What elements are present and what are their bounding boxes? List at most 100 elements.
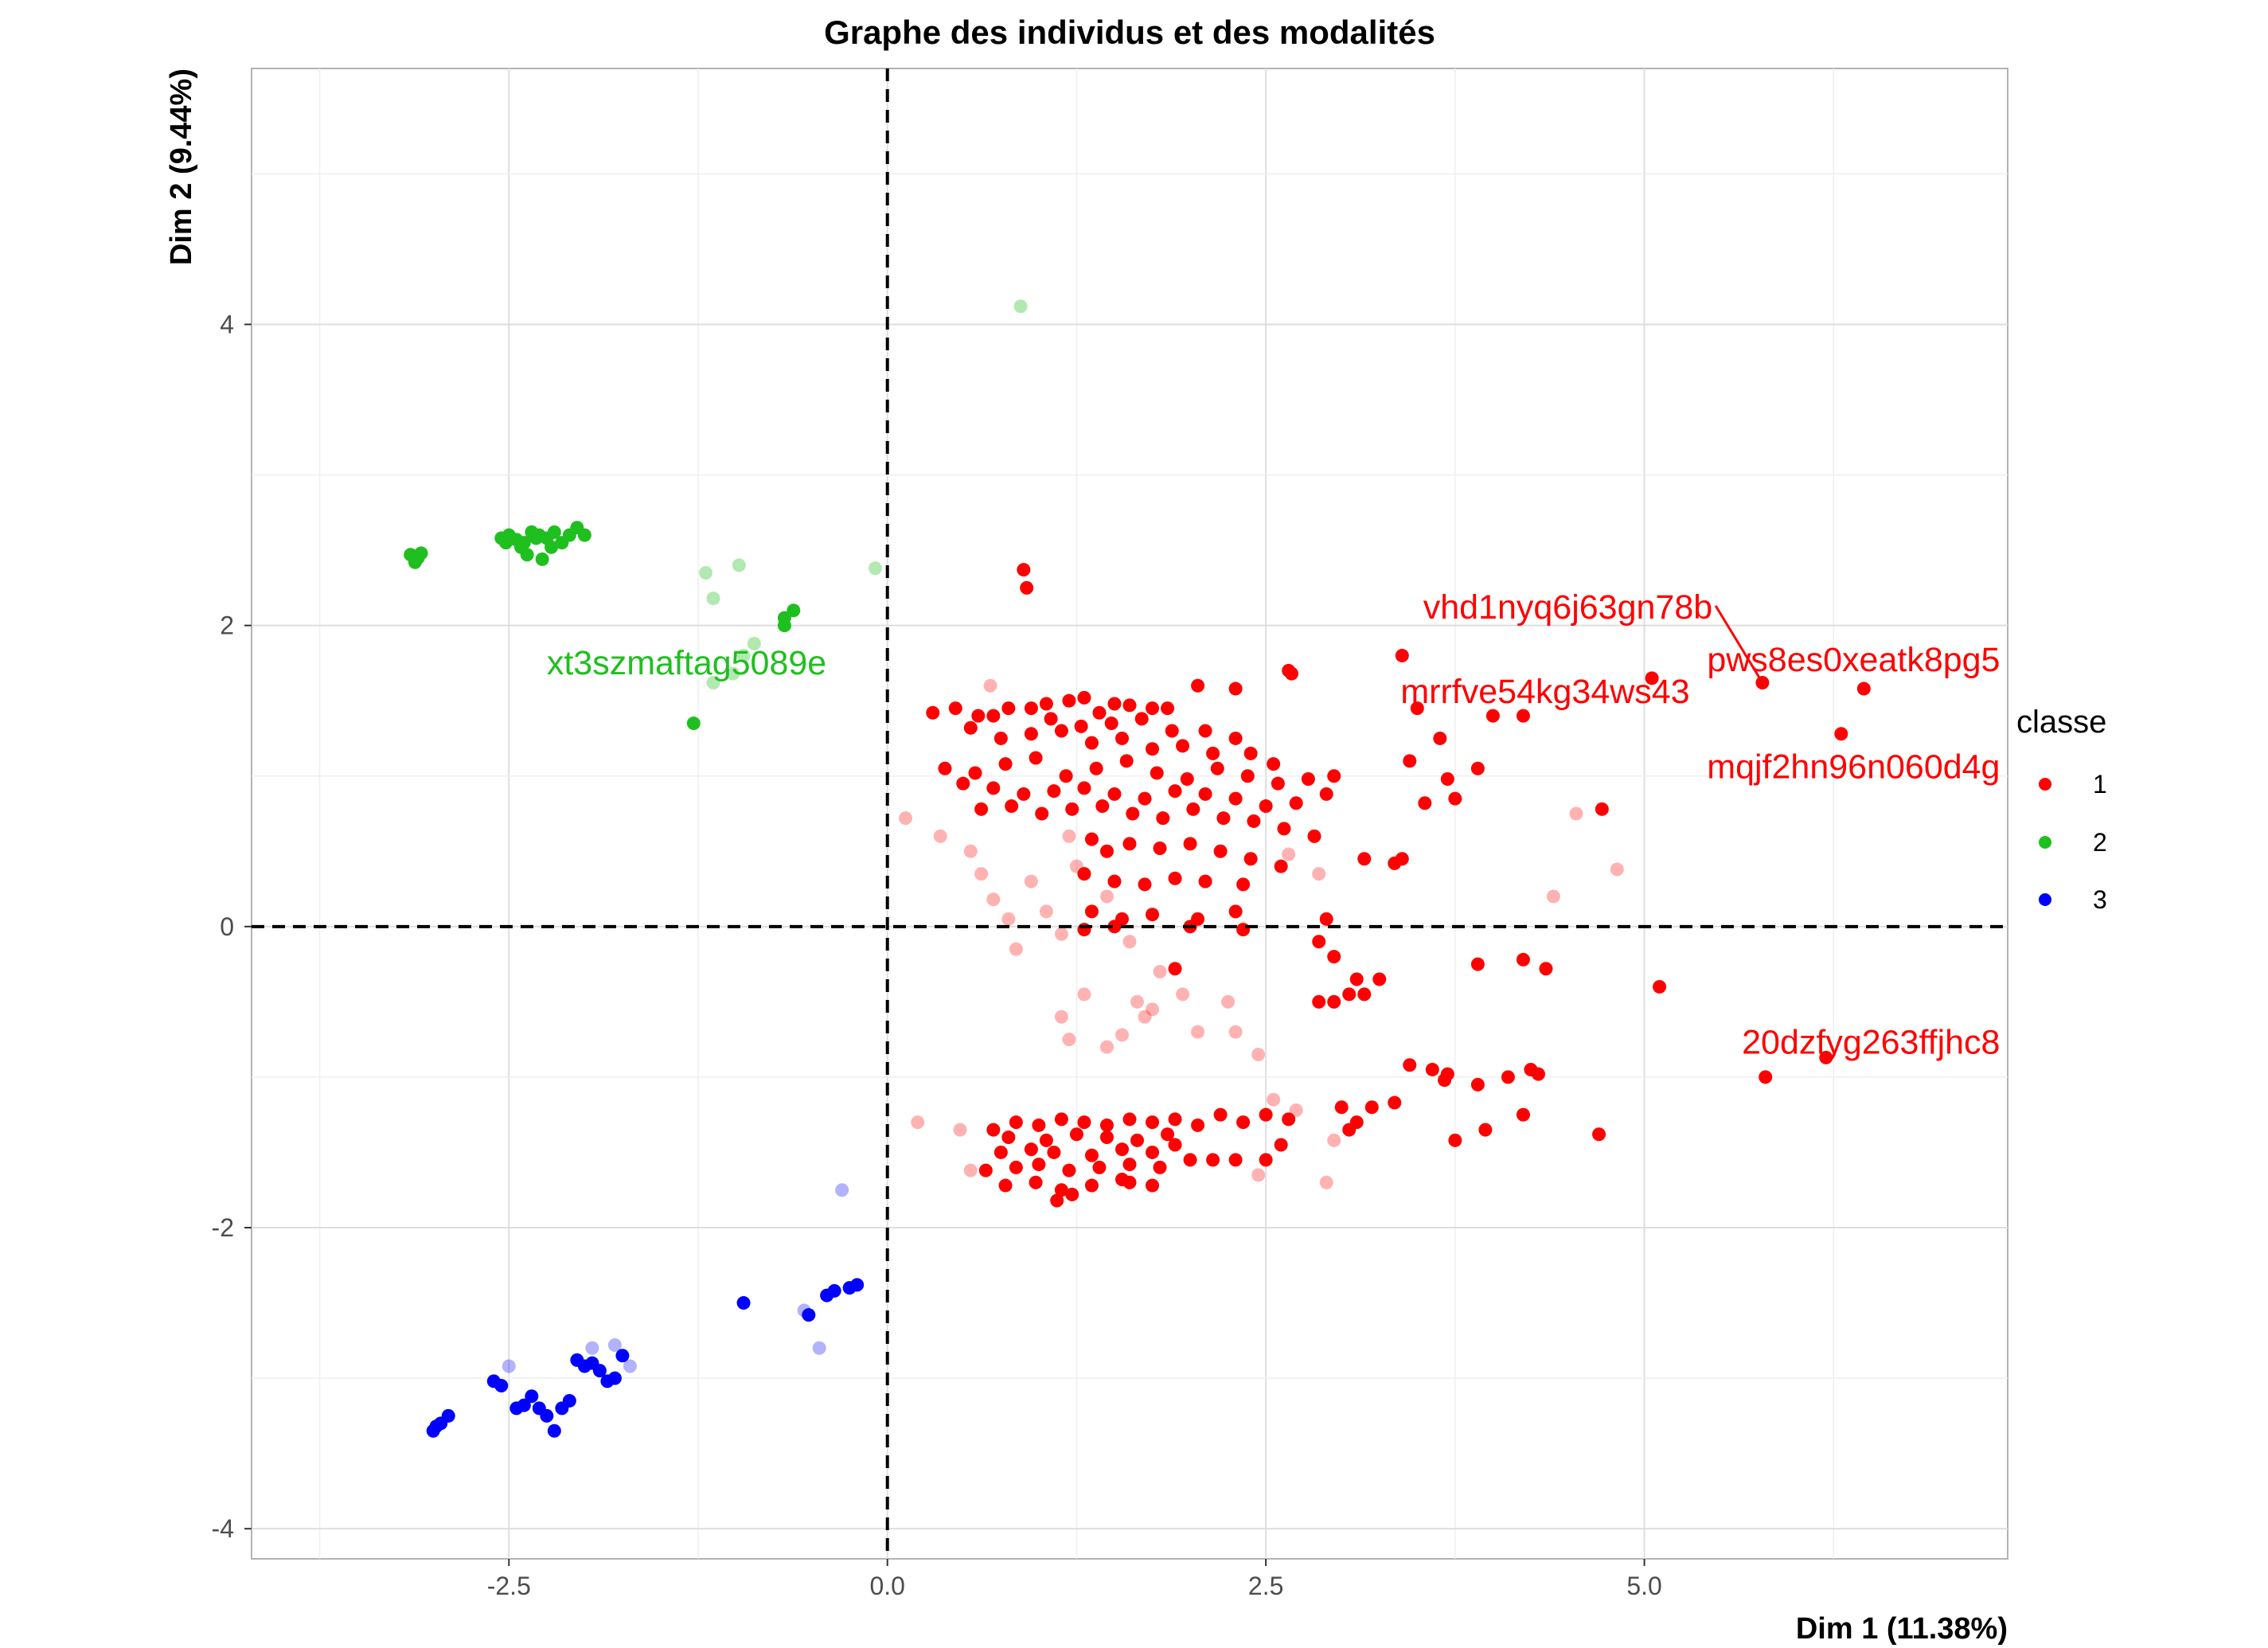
data-point-series-4 bbox=[1024, 874, 1038, 888]
data-point-series-1 bbox=[1054, 1112, 1068, 1127]
data-point-series-1 bbox=[1186, 802, 1200, 816]
data-point-series-1 bbox=[1153, 841, 1167, 855]
data-point-series-2 bbox=[577, 528, 591, 542]
data-point-series-1 bbox=[1077, 1115, 1091, 1130]
data-point-series-4 bbox=[1146, 1002, 1160, 1017]
data-point-series-1 bbox=[1327, 769, 1341, 783]
data-point-series-4 bbox=[1319, 1175, 1333, 1189]
data-point-series-1 bbox=[1357, 987, 1372, 1002]
legend-key-3 bbox=[2039, 893, 2051, 906]
data-point-series-4 bbox=[1546, 889, 1560, 904]
data-point-series-1 bbox=[1001, 701, 1016, 716]
data-point-series-1 bbox=[1327, 950, 1341, 964]
data-point-series-5 bbox=[1013, 299, 1028, 314]
data-point-series-1 bbox=[1059, 769, 1073, 783]
data-point-series-4 bbox=[1077, 987, 1091, 1002]
data-point-series-1 bbox=[978, 1163, 993, 1177]
data-point-series-1 bbox=[1539, 962, 1553, 976]
data-point-series-1 bbox=[1099, 1131, 1114, 1145]
data-point-series-1 bbox=[1277, 822, 1291, 836]
data-point-series-1 bbox=[1047, 784, 1061, 799]
data-point-series-1 bbox=[1395, 852, 1409, 866]
data-point-series-1 bbox=[1062, 1163, 1076, 1177]
x-tick-label: 2.5 bbox=[1248, 1572, 1283, 1600]
data-point-series-1 bbox=[1228, 1153, 1243, 1167]
data-point-series-1 bbox=[1168, 1112, 1182, 1127]
data-point-series-1 bbox=[1198, 787, 1212, 801]
legend-key-1 bbox=[2039, 778, 2051, 791]
data-point-series-4 bbox=[1228, 1025, 1243, 1039]
data-point-series-1 bbox=[1146, 1178, 1160, 1193]
point-label: vhd1nyq6j63gn78b bbox=[1423, 588, 1712, 627]
data-point-series-1 bbox=[1044, 712, 1058, 726]
data-point-series-4 bbox=[1251, 1048, 1266, 1062]
data-point-series-5 bbox=[747, 636, 761, 650]
data-point-series-1 bbox=[1084, 736, 1099, 750]
data-point-series-1 bbox=[1107, 787, 1122, 801]
data-point-series-4 bbox=[1069, 859, 1083, 873]
data-point-series-4 bbox=[1327, 1133, 1341, 1147]
data-point-series-4 bbox=[1062, 829, 1076, 843]
data-point-series-1 bbox=[1138, 877, 1152, 892]
data-point-series-4 bbox=[974, 867, 989, 881]
data-point-series-1 bbox=[1077, 690, 1091, 705]
data-point-series-1 bbox=[1146, 908, 1160, 922]
data-point-series-5 bbox=[869, 561, 883, 576]
data-point-series-1 bbox=[1009, 1160, 1023, 1174]
data-point-series-1 bbox=[1134, 712, 1149, 726]
data-point-series-1 bbox=[1089, 761, 1103, 775]
data-point-series-1 bbox=[1156, 811, 1170, 826]
data-point-series-6 bbox=[623, 1359, 637, 1373]
data-point-series-4 bbox=[1569, 806, 1583, 821]
data-point-series-1 bbox=[926, 705, 940, 720]
data-point-series-1 bbox=[1301, 772, 1315, 787]
data-point-series-4 bbox=[1610, 862, 1624, 877]
data-point-series-1 bbox=[1319, 787, 1333, 801]
data-point-series-1 bbox=[1146, 1145, 1160, 1159]
data-point-series-4 bbox=[1176, 987, 1190, 1002]
data-point-series-1 bbox=[993, 731, 1008, 745]
data-point-series-1 bbox=[1206, 746, 1220, 760]
data-point-series-1 bbox=[1271, 776, 1285, 791]
data-point-series-3 bbox=[802, 1308, 816, 1322]
data-point-series-1 bbox=[1247, 814, 1261, 828]
data-point-series-1 bbox=[1395, 648, 1409, 662]
data-point-series-1 bbox=[1403, 1058, 1417, 1072]
data-point-series-1 bbox=[1267, 757, 1281, 771]
data-point-series-1 bbox=[1191, 1118, 1205, 1132]
data-point-series-1 bbox=[1274, 859, 1288, 873]
data-point-series-1 bbox=[1198, 724, 1212, 738]
data-point-series-6 bbox=[607, 1338, 622, 1352]
data-point-series-1 bbox=[1259, 1153, 1273, 1167]
data-point-series-1 bbox=[1168, 784, 1182, 799]
data-point-series-1 bbox=[1065, 1187, 1079, 1201]
data-point-series-4 bbox=[1130, 994, 1145, 1009]
data-point-series-1 bbox=[968, 766, 982, 780]
data-point-series-1 bbox=[1284, 666, 1298, 681]
data-point-series-1 bbox=[1099, 844, 1114, 858]
data-point-series-1 bbox=[1516, 1107, 1530, 1122]
data-point-series-3 bbox=[850, 1278, 865, 1292]
data-point-series-1 bbox=[1107, 874, 1122, 888]
data-point-series-1 bbox=[1418, 796, 1432, 810]
data-point-series-1 bbox=[1035, 806, 1049, 821]
data-point-series-4 bbox=[1001, 912, 1016, 926]
data-point-series-1 bbox=[1240, 769, 1255, 783]
data-point-series-1 bbox=[1130, 1133, 1145, 1147]
data-point-series-1 bbox=[1107, 920, 1122, 934]
data-point-series-1 bbox=[1005, 799, 1019, 814]
legend-label-2: 2 bbox=[2093, 828, 2107, 857]
data-point-series-1 bbox=[1342, 1123, 1357, 1137]
data-point-series-1 bbox=[1084, 832, 1099, 846]
data-point-series-1 bbox=[1077, 867, 1091, 881]
y-tick-label: -2 bbox=[212, 1213, 234, 1242]
data-point-series-1 bbox=[1289, 796, 1303, 810]
data-point-series-3 bbox=[615, 1349, 630, 1363]
x-tick-label: 5.0 bbox=[1626, 1572, 1661, 1600]
data-point-series-1 bbox=[1114, 1172, 1129, 1186]
data-point-series-3 bbox=[736, 1296, 751, 1310]
data-point-series-1 bbox=[1168, 1138, 1182, 1152]
data-point-series-4 bbox=[1191, 1025, 1205, 1039]
data-point-series-2 bbox=[547, 525, 561, 539]
